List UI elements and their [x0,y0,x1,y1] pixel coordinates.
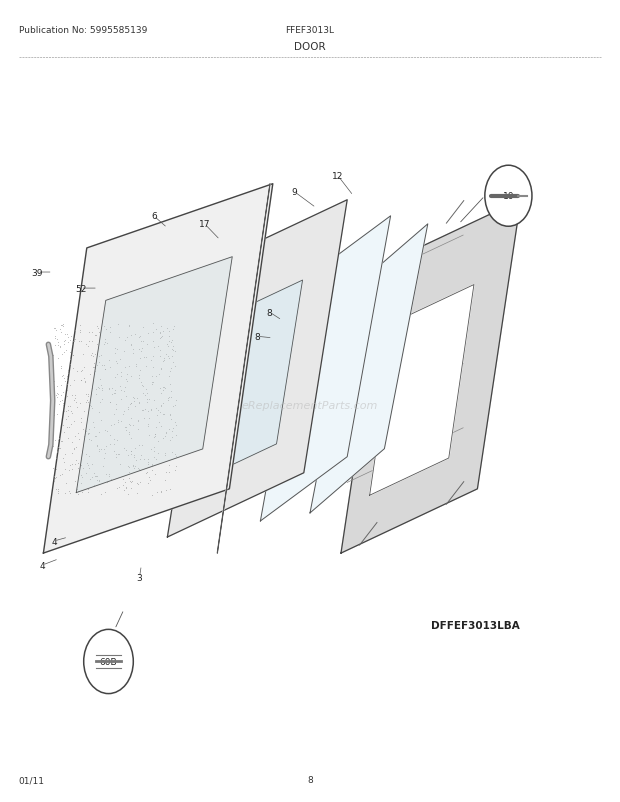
Text: 12: 12 [332,172,343,181]
Text: DFFEF3013LBA: DFFEF3013LBA [431,621,520,630]
Text: 4: 4 [51,537,57,546]
Text: eReplacementParts.com: eReplacementParts.com [242,400,378,410]
Polygon shape [195,281,303,483]
Polygon shape [76,257,232,493]
Text: 4: 4 [39,561,45,570]
Text: Publication No: 5995585139: Publication No: 5995585139 [19,26,147,34]
Text: 60B: 60B [100,657,117,666]
Polygon shape [217,184,270,553]
Text: 8: 8 [267,308,273,318]
Circle shape [485,166,532,227]
Polygon shape [310,225,428,513]
Text: 8: 8 [254,332,260,342]
Polygon shape [167,200,347,537]
Text: 52: 52 [75,284,86,294]
Text: 6: 6 [151,212,157,221]
Text: 17: 17 [199,220,210,229]
Polygon shape [341,200,521,553]
Polygon shape [260,217,391,521]
Text: FFEF3013L: FFEF3013L [285,26,335,34]
Text: 10: 10 [503,192,514,201]
Text: DOOR: DOOR [294,42,326,51]
Text: 01/11: 01/11 [19,776,45,784]
Text: 3: 3 [136,573,143,582]
Polygon shape [370,286,474,496]
Circle shape [84,630,133,694]
Polygon shape [43,184,273,553]
Text: 9: 9 [291,188,298,197]
Text: 39: 39 [32,268,43,277]
Text: 8: 8 [307,776,313,784]
